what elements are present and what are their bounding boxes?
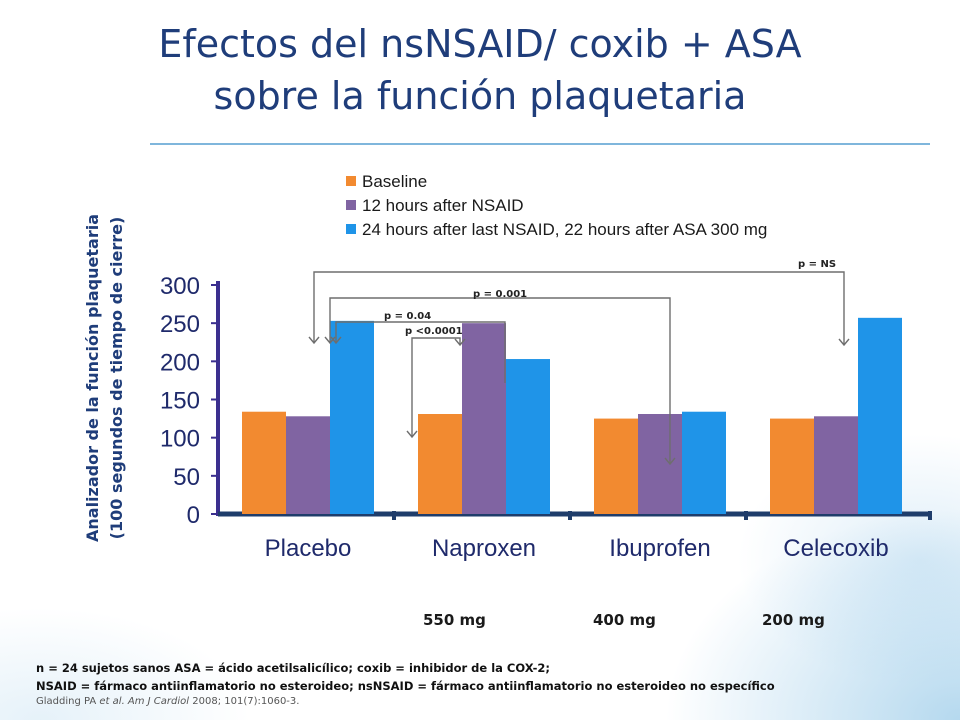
title-line-1: Efectos del nsNSAID/ coxib + ASA	[158, 22, 802, 66]
citation: Gladding PA et al. Am J Cardiol 2008; 10…	[36, 696, 299, 707]
legend-entry: 12 hours after NSAID	[362, 196, 524, 215]
bar-celecoxib-0	[770, 418, 814, 514]
bar-ibuprofen-2	[682, 411, 726, 514]
y-tick-label: 0	[187, 502, 200, 529]
y-tick-label: 300	[160, 273, 200, 300]
x-category-label: Celecoxib	[783, 535, 888, 562]
bracket-arrow	[406, 430, 418, 439]
x-category-label: Ibuprofen	[609, 535, 710, 562]
bracket-arrow	[838, 338, 850, 347]
bar-naproxen-2	[506, 359, 550, 514]
y-tick-label: 200	[160, 349, 200, 376]
bar-placebo-2	[330, 320, 374, 514]
x-category-label: Placebo	[265, 535, 352, 562]
bracket-arrow	[664, 457, 676, 466]
footnote: n = 24 sujetos sanos ASA = ácido acetils…	[36, 659, 936, 695]
y-tick-label: 100	[160, 426, 200, 453]
y-tick-label: 50	[173, 464, 200, 491]
bar-naproxen-1	[462, 323, 506, 514]
legend-swatch	[346, 200, 356, 210]
bar-placebo-1	[286, 416, 330, 514]
y-tick-label: 150	[160, 388, 200, 415]
bracket-arrow	[308, 336, 320, 345]
dose-ibuprofen: 400 mg	[593, 611, 656, 629]
title-divider	[150, 143, 930, 145]
p-value-label: p = 0.001	[473, 289, 527, 300]
bar-celecoxib-2	[858, 317, 902, 514]
bar-ibuprofen-1	[638, 414, 682, 514]
bar-naproxen-0	[418, 414, 462, 514]
bracket-p-00001	[411, 337, 461, 437]
y-tick-label: 250	[160, 311, 200, 338]
citation-author: Gladding PA	[36, 696, 100, 707]
bracket-arrow	[454, 338, 466, 347]
bracket-arrow	[330, 336, 342, 345]
bar-placebo-0	[242, 411, 286, 514]
slide-title: Efectos del nsNSAID/ coxib + ASA sobre l…	[0, 18, 960, 122]
x-category-label: Naproxen	[432, 535, 536, 562]
bracket-p-004	[335, 321, 506, 383]
p-value-label: p <0.0001	[405, 326, 463, 337]
legend-entry: 24 hours after last NSAID, 22 hours afte…	[362, 220, 767, 239]
citation-details: 2008; 101(7):1060-3.	[189, 696, 300, 707]
bar-ibuprofen-0	[594, 418, 638, 514]
legend-swatch	[346, 224, 356, 234]
footnote-line-2: NSAID = fármaco antiinflamatorio no este…	[36, 679, 775, 693]
p-value-label: p = NS	[798, 259, 836, 270]
dose-naproxen: 550 mg	[423, 611, 486, 629]
title-line-2: sobre la función plaquetaria	[213, 74, 747, 118]
p-value-label: p = 0.04	[384, 311, 431, 322]
legend-entry: Baseline	[362, 172, 427, 191]
citation-journal: et al. Am J Cardiol	[99, 696, 190, 707]
bar-celecoxib-1	[814, 416, 858, 514]
dose-celecoxib: 200 mg	[762, 611, 825, 629]
footnote-line-1: n = 24 sujetos sanos ASA = ácido acetils…	[36, 661, 551, 675]
bracket-p-0001	[329, 297, 671, 464]
legend-swatch	[346, 176, 356, 186]
bracket-p-ns	[313, 271, 845, 345]
